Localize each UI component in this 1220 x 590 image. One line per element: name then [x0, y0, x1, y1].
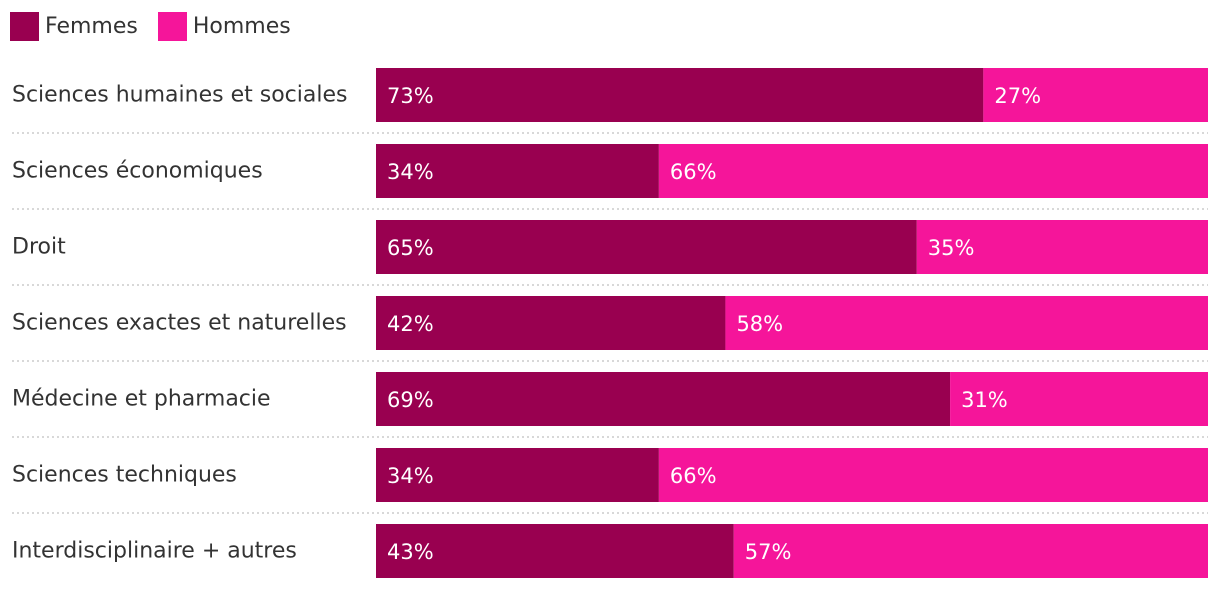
bar-femmes [376, 296, 726, 350]
bar-femmes [376, 372, 951, 426]
bar-femmes [376, 220, 917, 274]
category-label: Sciences techniques [12, 463, 237, 488]
data-label-hommes: 57% [745, 540, 792, 564]
legend-item-femmes: Femmes [10, 11, 138, 41]
legend-label-femmes: Femmes [45, 13, 138, 39]
data-label-femmes: 65% [387, 236, 434, 260]
legend-label-hommes: Hommes [192, 13, 291, 39]
bar-femmes [376, 144, 659, 198]
data-label-femmes: 34% [387, 160, 434, 184]
category-label: Interdisciplinaire + autres [12, 539, 297, 564]
data-label-femmes: 73% [387, 84, 434, 108]
category-label: Sciences économiques [12, 159, 263, 184]
data-label-hommes: 58% [736, 312, 783, 336]
bar-hommes [916, 220, 1208, 274]
bar-hommes [950, 372, 1208, 426]
legend-swatch-femmes [10, 11, 39, 41]
category-label: Sciences exactes et naturelles [12, 311, 347, 336]
data-label-hommes: 31% [961, 388, 1008, 412]
bar-hommes [658, 144, 1208, 198]
legend-item-hommes: Hommes [157, 11, 291, 41]
data-label-hommes: 66% [670, 160, 717, 184]
data-label-femmes: 69% [387, 388, 434, 412]
category-label: Médecine et pharmacie [12, 387, 271, 412]
legend: Femmes Hommes [10, 10, 311, 42]
data-label-hommes: 27% [994, 84, 1041, 108]
legend-swatch-hommes [157, 11, 187, 41]
data-label-hommes: 66% [670, 464, 717, 488]
bar-femmes [376, 524, 734, 578]
data-label-femmes: 34% [387, 464, 434, 488]
bar-hommes [725, 296, 1208, 350]
data-label-femmes: 42% [387, 312, 434, 336]
bar-hommes [983, 68, 1208, 122]
data-label-femmes: 43% [387, 540, 434, 564]
bar-femmes [376, 68, 984, 122]
bar-femmes [376, 448, 659, 502]
category-label: Sciences humaines et sociales [12, 83, 347, 108]
bar-hommes [658, 448, 1208, 502]
data-label-hommes: 35% [928, 236, 975, 260]
category-label: Droit [12, 235, 66, 260]
bar-hommes [733, 524, 1208, 578]
